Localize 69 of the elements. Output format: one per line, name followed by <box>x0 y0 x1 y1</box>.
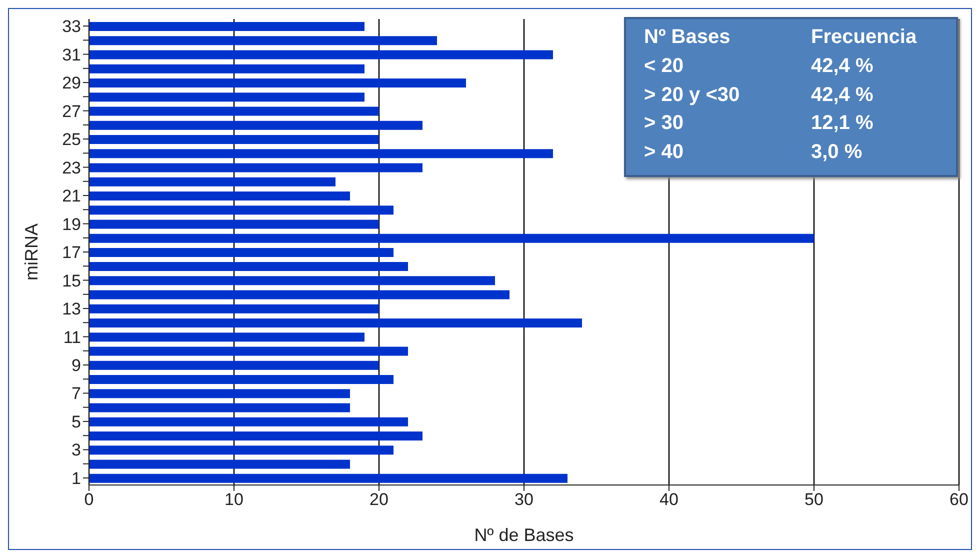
y-tick-label: 5 <box>72 412 81 432</box>
y-tick-label: 1 <box>72 468 81 488</box>
bar <box>89 474 568 483</box>
bar <box>89 389 350 398</box>
y-tick-label: 29 <box>62 74 81 93</box>
y-tick-label: 33 <box>62 17 81 36</box>
bar <box>89 346 408 356</box>
y-axis-title: miRNA <box>21 224 42 280</box>
bar <box>89 403 350 412</box>
bar <box>89 234 814 243</box>
bar <box>89 120 422 130</box>
annotation: > 40 <box>644 140 684 166</box>
x-tick-label: 50 <box>804 490 824 510</box>
bar <box>89 304 379 314</box>
x-tick-label: 40 <box>660 490 678 510</box>
y-tick-label: 7 <box>72 384 81 404</box>
annotation: 12,1 % <box>811 111 874 136</box>
x-tick-label: 60 <box>950 490 968 510</box>
bar <box>89 134 379 144</box>
bar <box>89 318 582 328</box>
bar <box>89 220 379 229</box>
bar <box>89 460 350 469</box>
y-tick-label: 31 <box>62 45 81 64</box>
bar <box>89 191 350 200</box>
bar <box>89 375 394 384</box>
bar <box>89 92 364 102</box>
bar <box>89 78 466 88</box>
y-tick-label: 13 <box>62 300 81 319</box>
y-tick-label: 9 <box>72 356 81 376</box>
x-tick-label: 20 <box>370 490 388 510</box>
y-tick-label: 3 <box>72 440 81 460</box>
y-tick-label: 15 <box>62 271 81 290</box>
annotation: < 20 <box>644 54 684 79</box>
bar <box>89 432 422 441</box>
bar <box>89 446 394 455</box>
bar <box>89 276 495 286</box>
bar <box>89 206 394 215</box>
annotation: 42,4 % <box>811 82 874 108</box>
bar <box>89 36 437 46</box>
x-tick-label: 0 <box>84 490 94 510</box>
y-tick-label: 21 <box>62 186 81 206</box>
bar <box>89 360 379 370</box>
y-tick-label: 25 <box>62 130 81 150</box>
bar <box>89 290 510 300</box>
bar <box>89 248 394 257</box>
x-axis-title: Nº de Bases <box>474 525 574 545</box>
bar <box>89 22 364 31</box>
y-tick-label: 11 <box>63 328 81 347</box>
annotation: > 30 <box>644 111 684 136</box>
y-tick-label: 19 <box>62 214 81 234</box>
x-tick-label: 10 <box>224 490 244 510</box>
y-tick-label: 27 <box>62 102 81 121</box>
annotation: 42,4 % <box>811 54 874 79</box>
x-tick-label: 30 <box>514 490 534 510</box>
y-tick-label: 17 <box>62 243 81 262</box>
annotation: > 20 y <30 <box>644 82 741 108</box>
bar <box>89 64 364 74</box>
bar <box>89 149 553 158</box>
bar <box>89 332 364 342</box>
bar <box>89 177 336 186</box>
y-tick-label: 23 <box>62 158 81 178</box>
annotation: 3,0 % <box>811 140 864 166</box>
annotation: Frecuencia <box>811 25 918 50</box>
bar <box>89 106 379 116</box>
bar <box>89 262 408 272</box>
annotation: Nº Bases <box>644 25 732 50</box>
bar <box>89 417 408 426</box>
bar <box>89 50 553 60</box>
bar <box>89 163 422 172</box>
